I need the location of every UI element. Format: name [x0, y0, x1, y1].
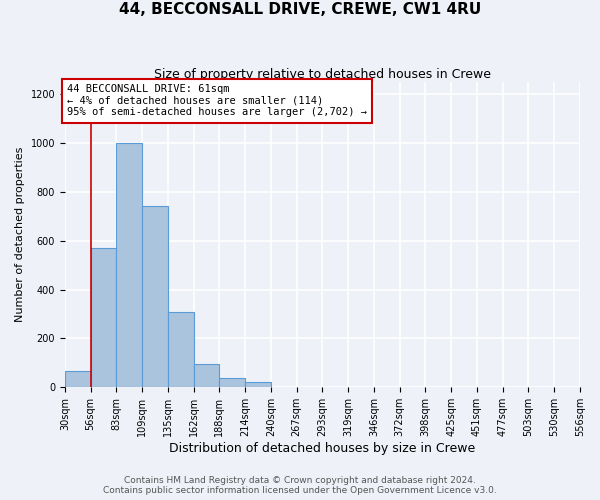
Text: Contains HM Land Registry data © Crown copyright and database right 2024.
Contai: Contains HM Land Registry data © Crown c… — [103, 476, 497, 495]
Bar — [220, 378, 245, 388]
Title: Size of property relative to detached houses in Crewe: Size of property relative to detached ho… — [154, 68, 491, 80]
Text: 44 BECCONSALL DRIVE: 61sqm
← 4% of detached houses are smaller (114)
95% of semi: 44 BECCONSALL DRIVE: 61sqm ← 4% of detac… — [67, 84, 367, 117]
Text: 44, BECCONSALL DRIVE, CREWE, CW1 4RU: 44, BECCONSALL DRIVE, CREWE, CW1 4RU — [119, 2, 481, 18]
Bar — [194, 364, 220, 388]
Bar — [91, 248, 116, 388]
Y-axis label: Number of detached properties: Number of detached properties — [15, 147, 25, 322]
X-axis label: Distribution of detached houses by size in Crewe: Distribution of detached houses by size … — [169, 442, 476, 455]
Bar — [65, 372, 91, 388]
Bar — [142, 206, 168, 388]
Bar — [245, 382, 271, 388]
Bar — [116, 143, 142, 388]
Bar — [168, 312, 194, 388]
